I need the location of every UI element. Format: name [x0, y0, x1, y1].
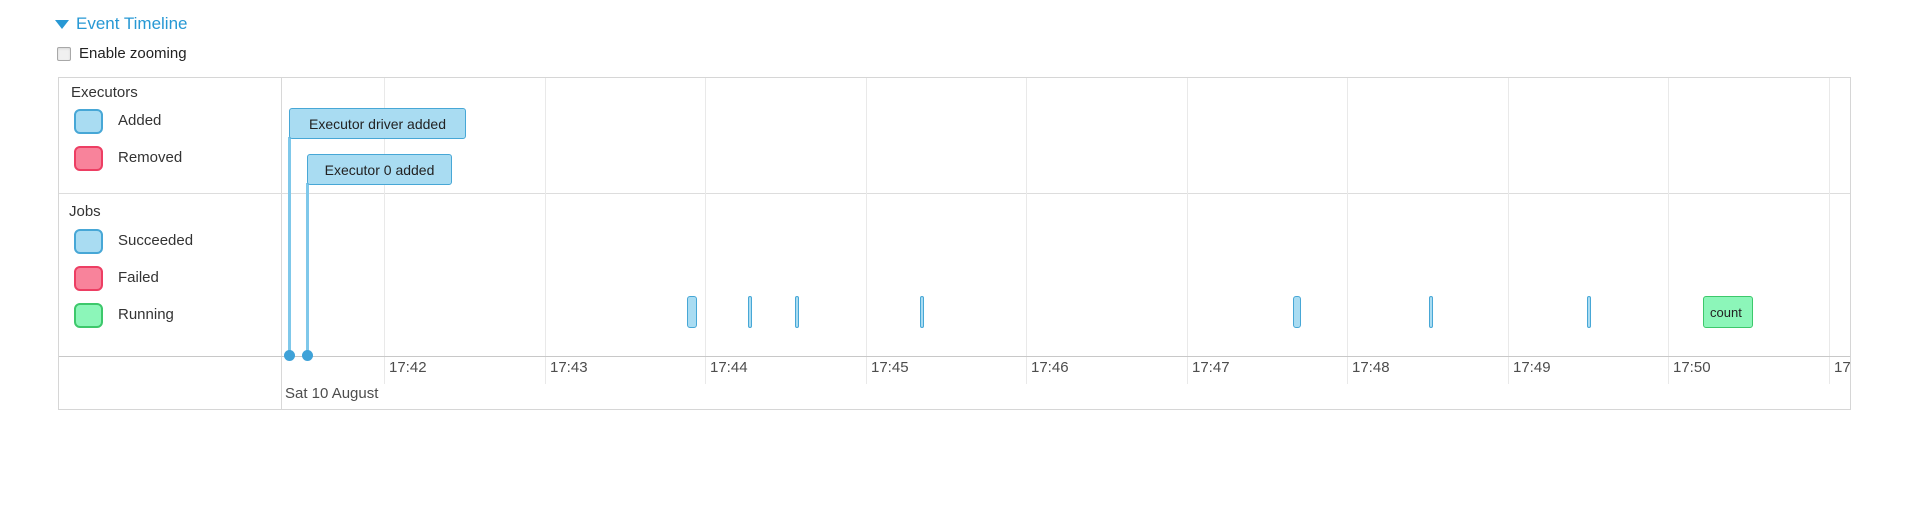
grid-line	[1187, 78, 1188, 384]
axis-tick-label: 17:43	[550, 359, 588, 376]
axis-tick-label: 17:42	[389, 359, 427, 376]
axis-tick-label: 17:51	[1834, 359, 1851, 376]
timeline-item-job[interactable]	[1429, 296, 1433, 328]
timeline-item-job[interactable]	[1293, 296, 1301, 328]
grid-line	[545, 78, 546, 384]
timeline-item-job[interactable]	[1587, 296, 1591, 328]
axis-tick-label: 17:45	[871, 359, 909, 376]
legend-group-label: Jobs	[69, 203, 101, 220]
axis-tick-label: 17:47	[1192, 359, 1230, 376]
legend-label-running: Running	[118, 306, 174, 323]
item-line	[306, 183, 309, 356]
legend-label-removed: Removed	[118, 149, 183, 166]
timeline-panel: Sat 10 August 17:42 17:43 17:44 17:45 17:46 1…	[58, 77, 1851, 410]
group-row-divider	[59, 193, 1850, 194]
legend-label-succeeded: Succeeded	[118, 232, 194, 249]
grid-line	[1508, 78, 1509, 384]
grid-line	[1347, 78, 1348, 384]
legend-swatch-added	[74, 109, 103, 134]
grid-line	[705, 78, 706, 384]
enable-zooming-label: Enable zooming	[79, 45, 187, 62]
time-axis-line	[59, 356, 1850, 357]
legend-label-failed: Failed	[118, 269, 159, 286]
grid-line	[1026, 78, 1027, 384]
caret-down-icon	[55, 19, 69, 29]
legend-group-label: Executors	[71, 84, 138, 101]
axis-tick-label: 17:49	[1513, 359, 1551, 376]
item-dot	[284, 350, 295, 361]
legend-swatch-failed	[74, 266, 103, 291]
item-dot	[302, 350, 313, 361]
item-line	[288, 137, 291, 356]
legend-column-border	[281, 78, 282, 409]
grid-line	[1668, 78, 1669, 384]
grid-line	[1829, 78, 1830, 384]
timeline-item-job[interactable]	[687, 296, 697, 328]
axis-tick-label: 17:48	[1352, 359, 1390, 376]
legend-swatch-removed	[74, 146, 103, 171]
axis-tick-label: 17:46	[1031, 359, 1069, 376]
legend-label-added: Added	[118, 112, 162, 129]
enable-zooming-control[interactable]: Enable zooming	[57, 45, 187, 62]
timeline-item-running-job[interactable]: count	[1703, 296, 1753, 328]
event-timeline-toggle[interactable]: Event Timeline	[55, 14, 188, 34]
enable-zooming-checkbox[interactable]	[57, 46, 71, 61]
grid-line	[866, 78, 867, 384]
axis-date-label: Sat 10 August	[285, 385, 379, 402]
legend-swatch-succeeded	[74, 229, 103, 254]
timeline-item-executor[interactable]: Executor 0 added	[307, 154, 452, 185]
axis-tick-label: 17:50	[1673, 359, 1711, 376]
timeline-item-job[interactable]	[748, 296, 752, 328]
page-title: Event Timeline	[76, 14, 188, 33]
legend-swatch-running	[74, 303, 103, 328]
axis-tick-label: 17:44	[710, 359, 748, 376]
timeline-item-job[interactable]	[795, 296, 799, 328]
timeline-item-job[interactable]	[920, 296, 924, 328]
grid-line	[384, 78, 385, 384]
timeline-item-executor[interactable]: Executor driver added	[289, 108, 466, 139]
